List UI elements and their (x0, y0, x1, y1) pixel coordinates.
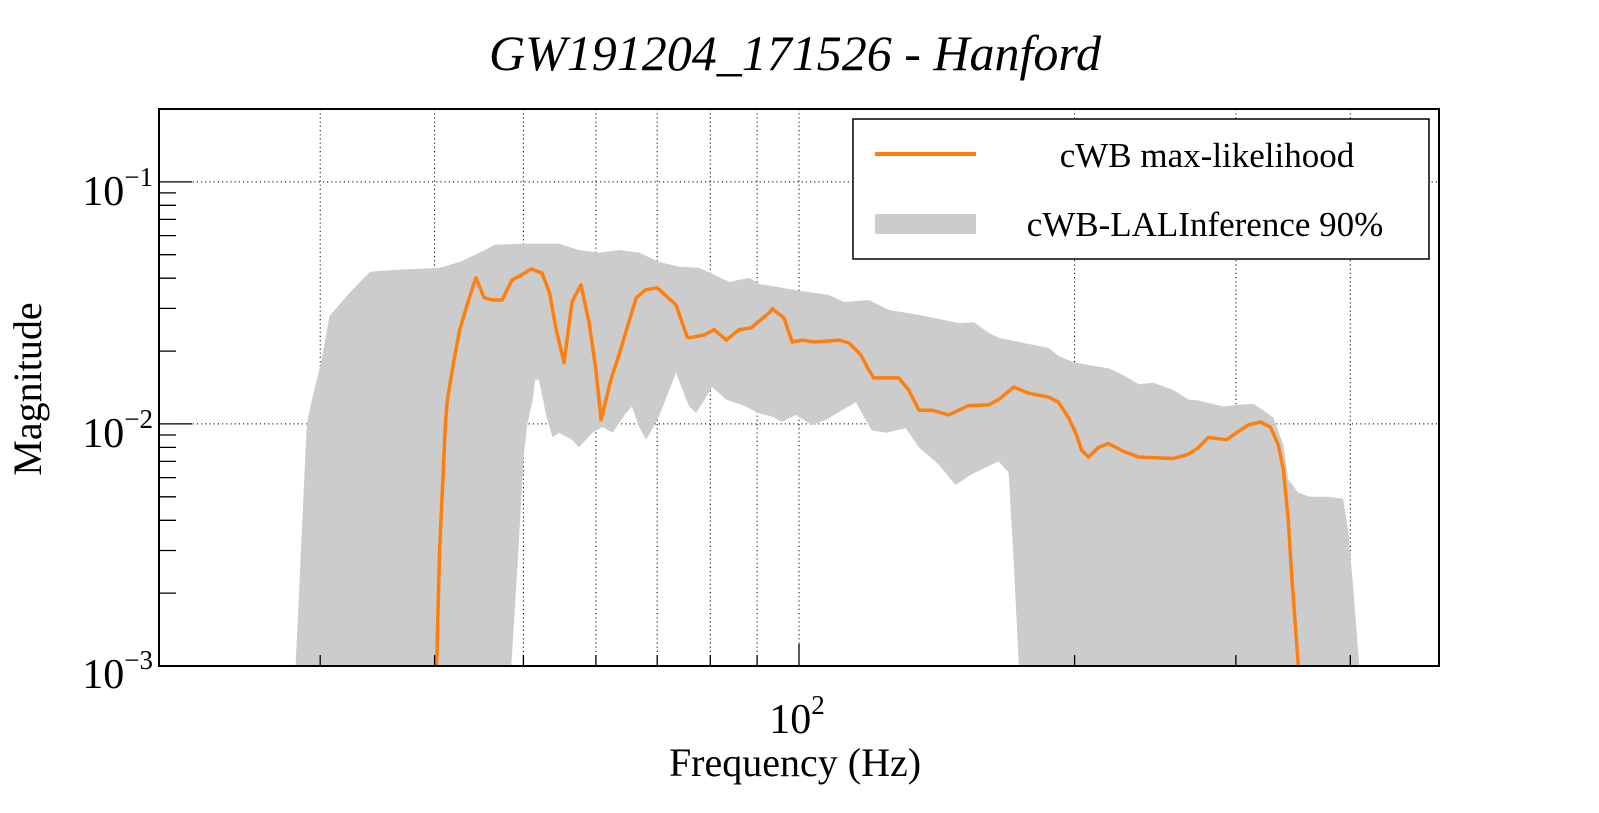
legend-entry-credible-band: cWB-LALInference 90% (875, 205, 1383, 244)
y-tick-label-exponent: −3 (124, 645, 153, 675)
legend-label: cWB max-likelihood (1060, 136, 1355, 175)
plot-frame (158, 108, 1440, 667)
x-tick-label-exponent: 2 (811, 690, 825, 720)
legend-band-swatch (875, 214, 976, 234)
y-axis-label: Magnitude (5, 302, 50, 475)
legend-box (852, 118, 1430, 260)
y-tick-label-base: 10 (82, 411, 124, 457)
x-tick-label-base: 10 (769, 697, 811, 743)
y-tick-label-base: 10 (82, 169, 124, 215)
y-tick-label: 10−2 (82, 404, 153, 457)
x-tick-label: 102 (769, 690, 825, 743)
legend: cWB max-likelihood cWB-LALInference 90% (852, 118, 1430, 260)
y-tick-label-exponent: −2 (124, 404, 153, 434)
plot-area (295, 243, 1360, 666)
x-axis-label: Frequency (Hz) (669, 740, 921, 785)
y-tick-label: 10−3 (82, 645, 153, 698)
chart-title: GW191204_171526 - Hanford (489, 25, 1102, 81)
y-tick-label: 10−1 (82, 162, 153, 215)
y-tick-label-exponent: −1 (124, 162, 153, 192)
max-likelihood-line (434, 267, 1301, 666)
legend-entry-max-likelihood: cWB max-likelihood (875, 136, 1355, 175)
y-tick-label-base: 10 (82, 652, 124, 698)
legend-label: cWB-LALInference 90% (1027, 205, 1384, 244)
